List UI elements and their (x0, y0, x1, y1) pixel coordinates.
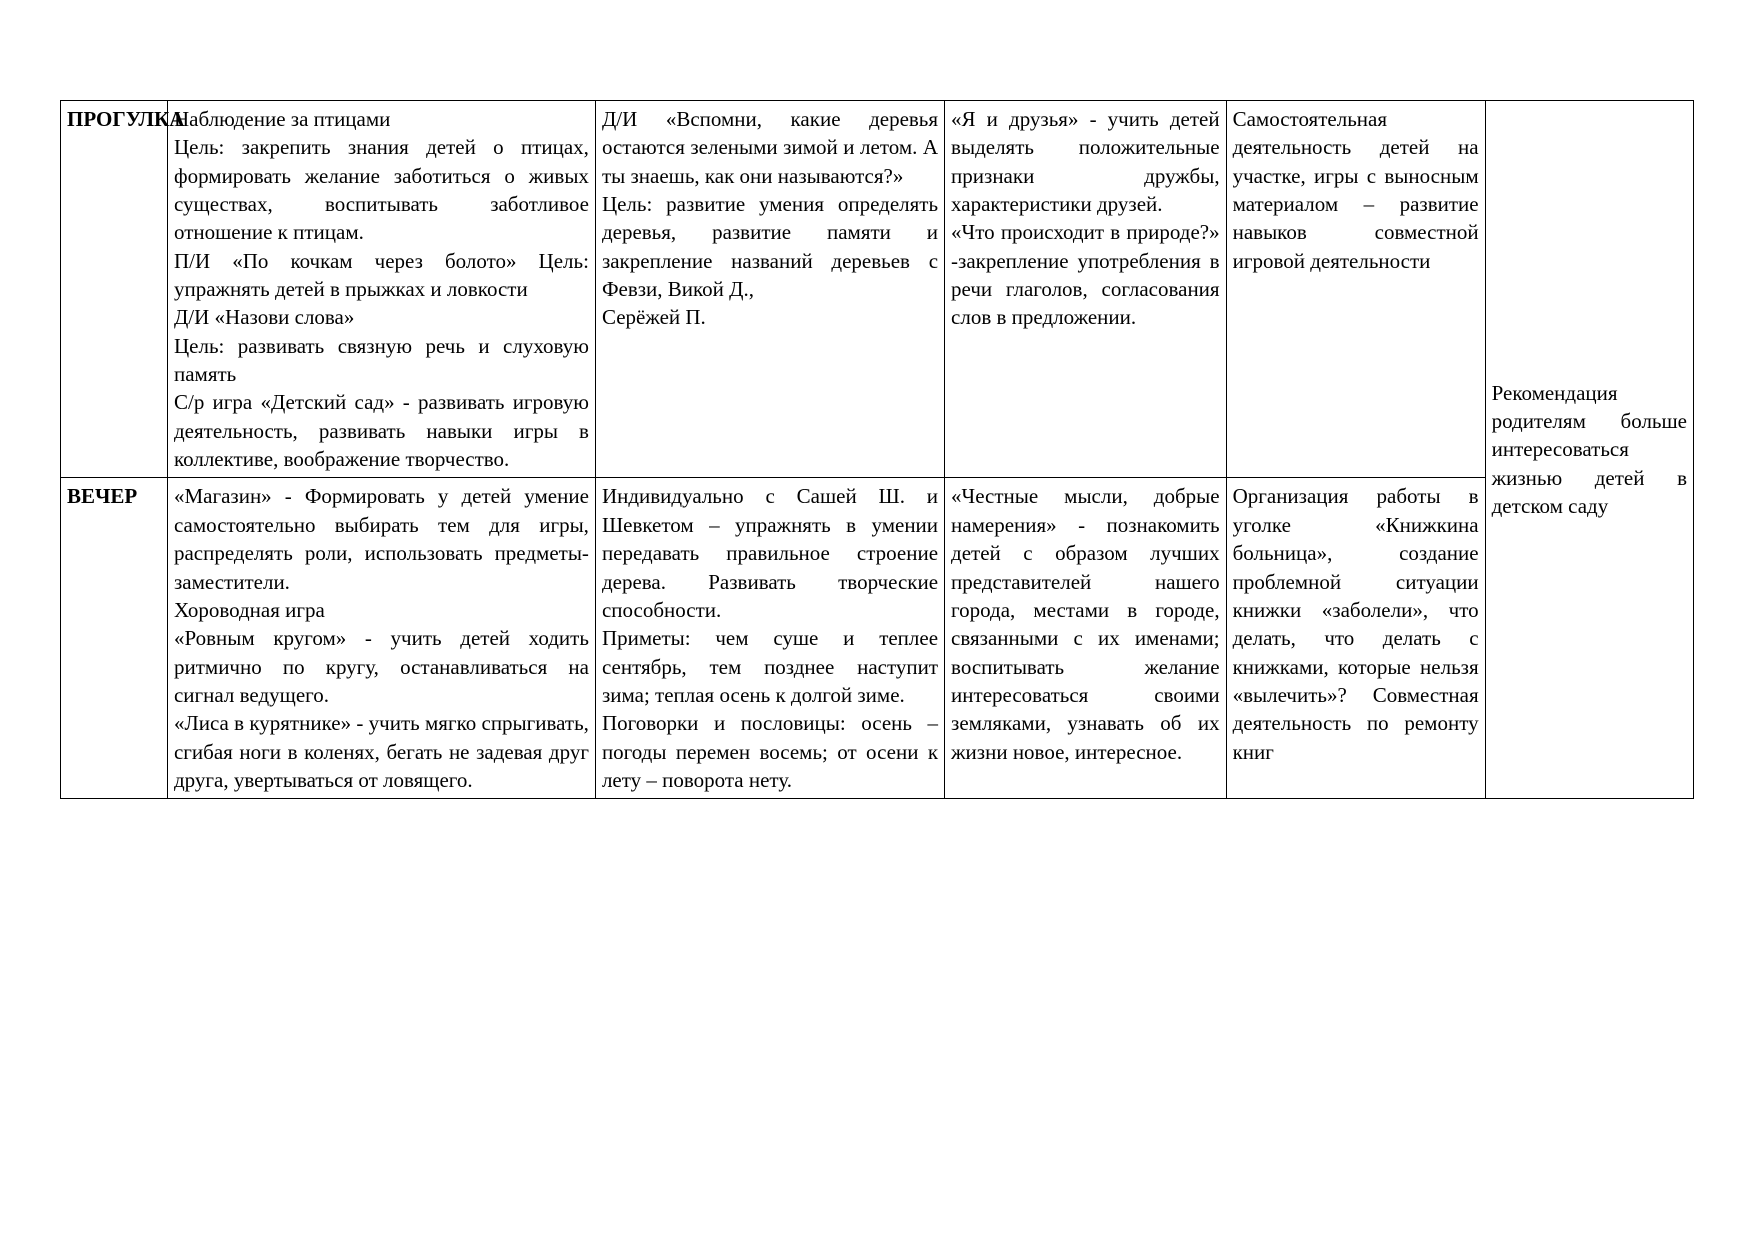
cell-text: Рекомендация родителям больше интересова… (1492, 379, 1687, 521)
spanning-cell: Рекомендация родителям больше интересова… (1485, 101, 1693, 799)
row-header: ПРОГУЛКА (61, 101, 168, 478)
page-container: ПРОГУЛКА Наблюдение за птицамиЦель: закр… (0, 0, 1754, 859)
cell-text: «Я и друзья» - учить детей выделять поло… (951, 105, 1220, 332)
cell: «Магазин» - Формировать у детей умение с… (167, 478, 595, 799)
row-header-text: ВЕЧЕР (67, 484, 137, 508)
cell: «Я и друзья» - учить детей выделять поло… (945, 101, 1227, 478)
cell-text: Д/И «Вспомни, какие деревья остаются зел… (602, 105, 938, 332)
cell-text: Наблюдение за птицамиЦель: закрепить зна… (174, 105, 589, 473)
row-header-text: ПРОГУЛКА (67, 107, 184, 131)
cell-text: Организация работы в уголке «Книжкина бо… (1233, 482, 1479, 765)
cell-text: Индивидуально с Сашей Ш. и Шевкетом – уп… (602, 482, 938, 794)
cell-text: «Честные мысли, добрые намерения» - позн… (951, 482, 1220, 765)
cell-text: «Магазин» - Формировать у детей умение с… (174, 482, 589, 794)
cell: Организация работы в уголке «Книжкина бо… (1226, 478, 1485, 799)
cell: Индивидуально с Сашей Ш. и Шевкетом – уп… (595, 478, 944, 799)
cell: Самостоятельная деятельность детей на уч… (1226, 101, 1485, 478)
cell-text: Самостоятельная деятельность детей на уч… (1233, 105, 1479, 275)
schedule-table: ПРОГУЛКА Наблюдение за птицамиЦель: закр… (60, 100, 1694, 799)
cell: Д/И «Вспомни, какие деревья остаются зел… (595, 101, 944, 478)
row-header: ВЕЧЕР (61, 478, 168, 799)
cell: «Честные мысли, добрые намерения» - позн… (945, 478, 1227, 799)
cell: Наблюдение за птицамиЦель: закрепить зна… (167, 101, 595, 478)
table-row: ПРОГУЛКА Наблюдение за птицамиЦель: закр… (61, 101, 1694, 478)
table-row: ВЕЧЕР «Магазин» - Формировать у детей ум… (61, 478, 1694, 799)
